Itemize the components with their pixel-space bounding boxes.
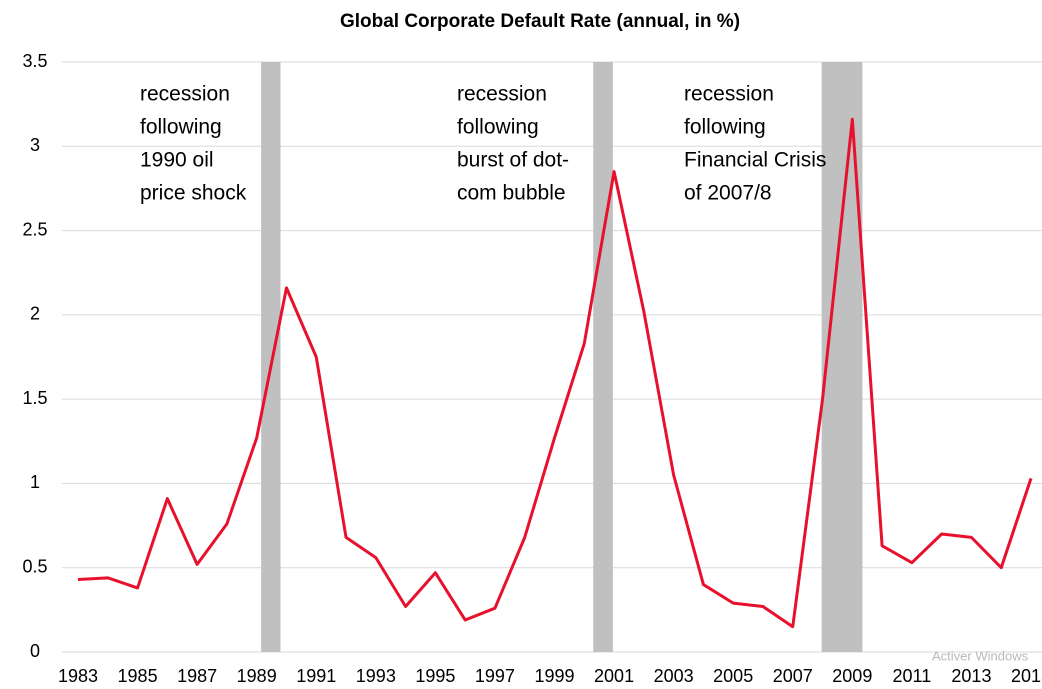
- annotation: recession: [457, 83, 547, 106]
- chart-title: Global Corporate Default Rate (annual, i…: [340, 11, 740, 32]
- x-tick-label: 1985: [118, 666, 158, 686]
- annotation: following: [684, 116, 766, 139]
- y-tick-label: 2.5: [22, 219, 47, 239]
- y-tick-label: 3.5: [22, 51, 47, 71]
- annotation: following: [457, 116, 539, 139]
- x-tick-label: 1997: [475, 666, 515, 686]
- x-tick-label: 2011: [893, 666, 932, 686]
- y-tick-label: 1: [30, 472, 40, 492]
- recession-band: [261, 62, 281, 652]
- annotation: 1990 oil: [140, 149, 214, 172]
- y-tick-label: 1.5: [22, 388, 47, 408]
- x-tick-label: 1993: [356, 666, 396, 686]
- annotation: burst of dot-: [457, 149, 569, 172]
- y-tick-label: 2: [30, 304, 40, 324]
- x-tick-label: 1991: [296, 666, 336, 686]
- x-tick-label: 1989: [237, 666, 277, 686]
- watermark: Activer Windows: [932, 648, 1029, 663]
- annotation: price shock: [140, 182, 247, 205]
- x-tick-label: 1983: [58, 666, 98, 686]
- data-line: [77, 117, 1033, 629]
- annotation: following: [140, 116, 222, 139]
- annotation: recession: [140, 83, 230, 106]
- x-tick-label: 2001: [594, 666, 634, 686]
- x-tick-label: 2005: [713, 666, 753, 686]
- y-tick-label: 0: [30, 641, 40, 661]
- recession-band: [593, 62, 613, 652]
- x-tick-label: 2009: [832, 666, 872, 686]
- x-tick-label: 2007: [773, 666, 813, 686]
- x-tick-label: 1999: [534, 666, 574, 686]
- x-tick-label: 2013: [951, 666, 991, 686]
- annotation: recession: [684, 83, 774, 106]
- x-tick-label: 1987: [177, 666, 217, 686]
- annotation: com bubble: [457, 182, 566, 205]
- annotation: of 2007/8: [684, 182, 772, 205]
- annotation: Financial Crisis: [684, 149, 826, 172]
- x-tick-label: 2003: [654, 666, 694, 686]
- y-tick-label: 0.5: [22, 556, 47, 576]
- x-tick-label: 1995: [415, 666, 455, 686]
- y-tick-label: 3: [30, 135, 40, 155]
- x-tick-label: 2015: [1011, 666, 1042, 686]
